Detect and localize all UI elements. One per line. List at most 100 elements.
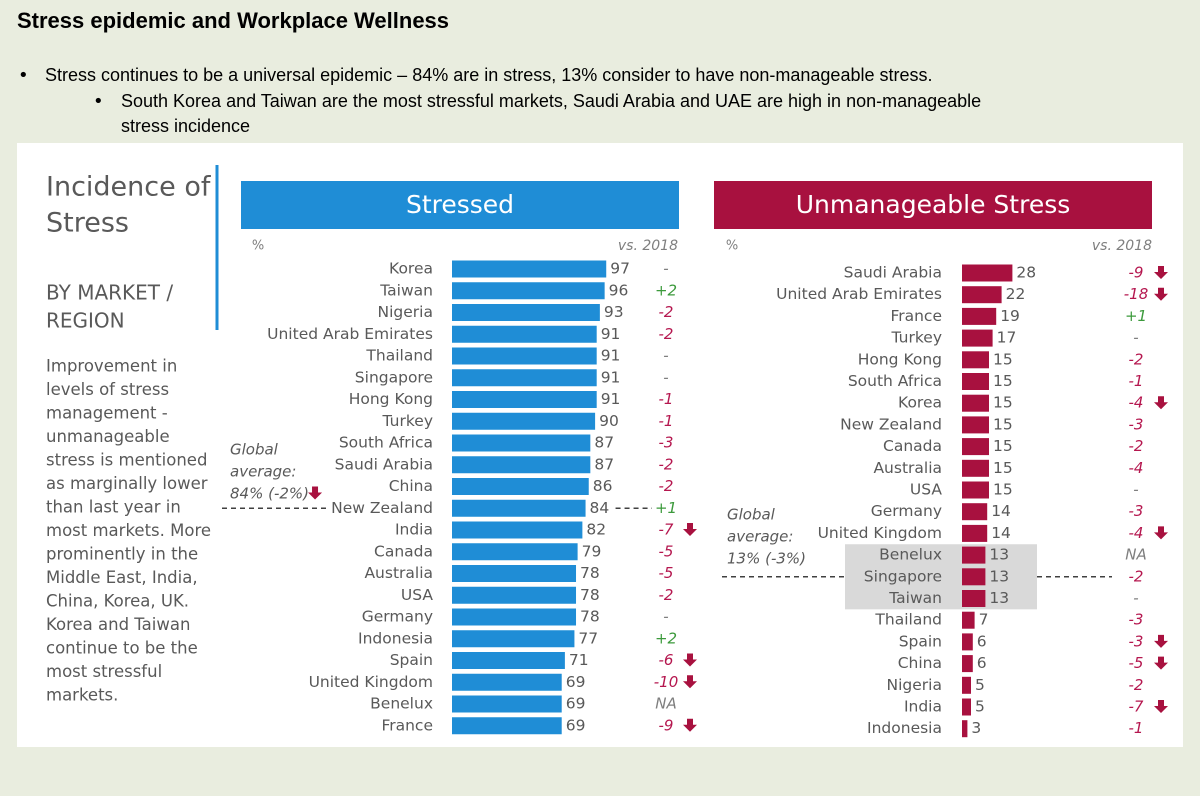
down-arrow: [1154, 634, 1168, 648]
value-label: 19: [1000, 307, 1020, 325]
average-label: Global: [727, 506, 776, 524]
value-label: 5: [975, 698, 985, 716]
change-label: -: [1133, 589, 1138, 607]
chart-header: [241, 181, 679, 229]
change-label: -2: [1129, 350, 1144, 368]
sidebar-text: Korea and Taiwan: [46, 615, 190, 634]
value-label: 15: [993, 372, 1013, 390]
bar: [452, 695, 562, 713]
value-label: 14: [991, 502, 1011, 520]
sidebar-text: as marginally lower: [46, 474, 208, 493]
sidebar-text: most markets. More: [46, 521, 211, 540]
change-label: +2: [655, 629, 677, 647]
value-label: 71: [569, 651, 589, 669]
value-label: 6: [977, 632, 987, 650]
bar: [452, 304, 600, 321]
category-label: Taiwan: [379, 281, 433, 299]
sidebar-text: Improvement in: [46, 357, 177, 376]
category-label: France: [381, 716, 433, 734]
change-label: -3: [659, 434, 674, 452]
sub-bullet: South Korea and Taiwan are the most stre…: [121, 91, 981, 111]
value-label: 15: [993, 459, 1013, 477]
bar: [962, 373, 989, 390]
bullet-dot: •: [93, 91, 104, 112]
change-label: NA: [1125, 546, 1146, 564]
category-label: Australia: [364, 564, 433, 582]
bar: [452, 260, 607, 278]
value-label: 91: [601, 347, 621, 365]
bar: [962, 720, 968, 738]
value-label: 78: [580, 608, 600, 626]
category-label: Indonesia: [358, 629, 433, 647]
value-label: 6: [977, 654, 987, 672]
category-label: Nigeria: [378, 303, 433, 321]
change-label: -3: [1129, 611, 1144, 629]
value-label: 69: [566, 716, 586, 734]
sidebar-text: China, Korea, UK.: [46, 592, 189, 611]
bar: [452, 543, 578, 561]
value-label: 15: [993, 481, 1013, 499]
category-label: Taiwan: [888, 589, 942, 607]
sidebar-text: management -: [46, 404, 168, 423]
bar: [452, 325, 597, 343]
bar: [452, 608, 577, 626]
change-label: -4: [1129, 459, 1144, 477]
change-label: -3: [1129, 415, 1144, 433]
value-label: 22: [1006, 285, 1026, 303]
category-label: Germany: [362, 608, 433, 626]
category-label: Saudi Arabia: [844, 264, 942, 282]
bullet: Stress continues to be a universal epide…: [45, 65, 932, 85]
change-header: vs. 2018: [1092, 238, 1152, 254]
change-label: -2: [1129, 676, 1144, 694]
category-label: South Africa: [848, 372, 942, 390]
change-label: -7: [659, 521, 674, 539]
value-label: 7: [979, 611, 989, 629]
down-arrow: [1154, 700, 1168, 713]
value-label: 13: [989, 567, 1009, 585]
sidebar-title: Incidence of: [46, 172, 212, 203]
sidebar-title: Stress: [46, 208, 129, 239]
category-label: Spain: [390, 651, 433, 669]
category-label: Korea: [898, 394, 942, 412]
unit-label: %: [726, 239, 738, 254]
bar: [962, 698, 971, 716]
category-label: Australia: [873, 459, 942, 477]
category-label: Turkey: [382, 412, 433, 430]
category-label: USA: [401, 586, 433, 604]
bar: [962, 329, 993, 347]
category-label: India: [395, 521, 433, 539]
bar: [452, 369, 597, 387]
bar: [962, 568, 986, 586]
value-label: 79: [582, 542, 602, 560]
bullet-dot: •: [18, 65, 29, 86]
category-label: Turkey: [891, 329, 942, 347]
category-label: China: [898, 654, 942, 672]
bar: [452, 652, 565, 669]
change-label: -3: [1129, 502, 1144, 520]
bar: [452, 391, 597, 408]
bar: [452, 282, 605, 300]
category-label: Thailand: [365, 347, 433, 365]
value-label: 15: [993, 350, 1013, 368]
sidebar-text: most stressful: [46, 662, 162, 681]
value-label: 96: [609, 281, 629, 299]
down-arrow: [683, 653, 697, 667]
bar: [962, 633, 973, 651]
down-arrow: [683, 718, 697, 732]
bar: [962, 503, 988, 521]
category-label: Benelux: [879, 546, 942, 564]
category-label: USA: [910, 481, 942, 499]
category-label: New Zealand: [331, 499, 433, 517]
change-label: -1: [1129, 719, 1144, 737]
category-label: France: [890, 307, 942, 325]
value-label: 87: [594, 455, 614, 473]
category-label: Indonesia: [867, 719, 942, 737]
category-label: Korea: [389, 260, 433, 278]
change-label: -5: [659, 542, 674, 560]
change-label: -2: [659, 477, 674, 495]
sidebar-text: continue to be the: [46, 639, 198, 658]
bar: [962, 307, 997, 325]
sidebar-text: than last year in: [46, 498, 181, 517]
